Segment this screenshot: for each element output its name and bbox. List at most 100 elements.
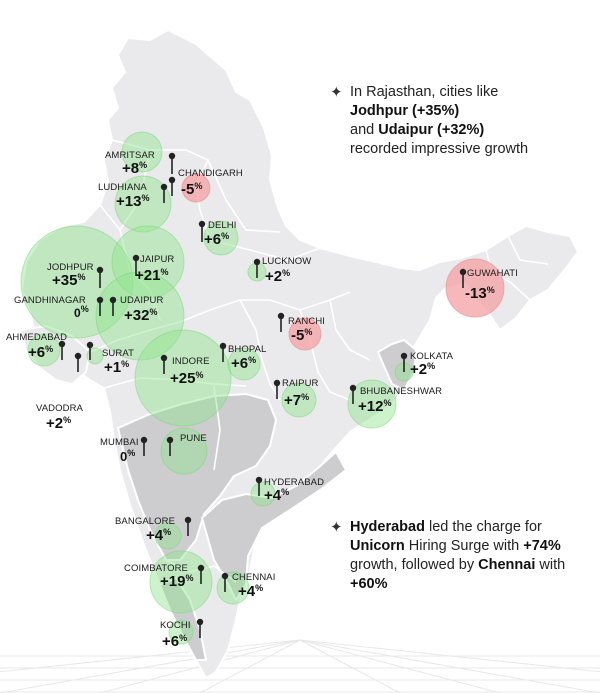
- city-value: +6%: [162, 633, 187, 650]
- state-region-gujarat: [19, 325, 91, 385]
- callout-line: and Udaipur (+32%): [350, 122, 485, 138]
- bubble-coimbatore: [149, 550, 213, 614]
- pin-gandhinagar[interactable]: [96, 296, 104, 316]
- pin-mumbai[interactable]: [140, 436, 148, 456]
- city-value: +25%: [170, 370, 203, 387]
- pin-ranchi[interactable]: [277, 312, 285, 332]
- city-label: INDORE: [172, 356, 210, 367]
- city-label: GUWAHATI: [467, 268, 518, 279]
- bubble-jodhpur: [20, 225, 134, 339]
- pin-kochi[interactable]: [196, 618, 204, 638]
- callout-text: Hiring Surge with: [404, 538, 524, 554]
- callout-text: growth, followed by: [350, 557, 479, 573]
- bubble-bhopal: [227, 347, 261, 381]
- city-value: +8%: [122, 160, 147, 177]
- pin-bhopal[interactable]: [219, 342, 227, 362]
- city-value: +1%: [104, 359, 129, 376]
- city-labels: AMRITSAR +8% CHANDIGARH -5% LUDHIANA +13…: [6, 150, 518, 650]
- pin-ahmedabad[interactable]: [58, 340, 66, 360]
- city-value: -13%: [465, 285, 495, 302]
- bubble-bangalore: [154, 522, 182, 550]
- callout-bold: Chennai: [478, 557, 536, 573]
- city-label: BHOPAL: [228, 344, 266, 355]
- bubble-delhi: [203, 220, 239, 256]
- pin-chennai[interactable]: [221, 572, 229, 592]
- city-value: 0%: [74, 304, 89, 320]
- city-label: JAIPUR: [140, 254, 174, 265]
- pin-jaipur[interactable]: [132, 254, 140, 276]
- bubble-surat: [86, 347, 104, 365]
- pin-surat[interactable]: [86, 341, 94, 360]
- city-value: -5%: [181, 181, 202, 198]
- city-value: +6%: [231, 355, 256, 372]
- pin-vadodra[interactable]: [74, 352, 82, 372]
- callout-bold: Unicorn: [350, 538, 405, 554]
- city-value: +4%: [264, 487, 289, 504]
- callout-line: In Rajasthan, cities like: [350, 84, 499, 100]
- pin-lucknow[interactable]: [253, 258, 261, 278]
- city-value: +21%: [135, 267, 168, 284]
- pin-pune[interactable]: [166, 436, 174, 456]
- pin-raipur[interactable]: [273, 379, 281, 399]
- callout-line: recorded impressive growth: [350, 141, 529, 157]
- city-label: LUDHIANA: [98, 182, 147, 193]
- bubble-hyderabad: [250, 481, 276, 507]
- city-label: UDAIPUR: [120, 295, 163, 306]
- pin-bangalore[interactable]: [184, 516, 192, 536]
- bubble-ludhiana: [114, 175, 172, 233]
- city-value: +19%: [160, 573, 193, 590]
- callout-bold: +60%: [350, 576, 388, 592]
- city-value: +2%: [265, 268, 290, 285]
- callout-hyderabad: ✦ Hyderabad led the charge for Unicorn H…: [330, 518, 600, 594]
- background-grid: [0, 639, 600, 693]
- pin-jodhpur[interactable]: [96, 266, 104, 288]
- sparkle-icon: ✦: [330, 84, 343, 101]
- pin-indore[interactable]: [160, 354, 168, 374]
- city-label: HYDERABAD: [264, 477, 324, 488]
- city-label: CHANDIGARH: [178, 168, 243, 179]
- state-region-kerala: [159, 577, 207, 661]
- city-label: AMRITSAR: [105, 150, 155, 161]
- city-value: +13%: [116, 193, 149, 210]
- city-value: +6%: [204, 231, 229, 248]
- city-value: +6%: [28, 344, 53, 361]
- callout-text: led the charge for: [424, 519, 542, 535]
- callout-line: Jodhpur (+35%): [350, 103, 460, 119]
- city-value: +7%: [284, 392, 309, 409]
- city-label: GANDHINAGAR: [14, 295, 86, 306]
- city-label: JODHPUR: [47, 262, 94, 273]
- city-label: KOCHI: [160, 620, 191, 631]
- city-label: BANGALORE: [115, 516, 175, 527]
- pin-chandigarh[interactable]: [168, 176, 176, 196]
- pin-delhi[interactable]: [198, 220, 206, 242]
- state-region-andhra: [201, 451, 347, 601]
- city-value: -5%: [291, 327, 312, 344]
- bubble-udaipur: [95, 271, 185, 361]
- pin-udaipur[interactable]: [109, 296, 117, 316]
- city-value: +2%: [46, 415, 71, 432]
- city-value: +4%: [238, 583, 263, 600]
- bubble-ahmedabad: [27, 333, 61, 367]
- city-label: CHENNAI: [232, 572, 275, 583]
- state-region-south-central: [117, 393, 277, 561]
- city-label: MUMBAI: [100, 437, 139, 448]
- state-region-bengal: [377, 339, 417, 391]
- city-label: KOLKATA: [410, 351, 454, 362]
- pin-ludhiana[interactable]: [160, 183, 168, 203]
- callout-bold: Hyderabad: [350, 519, 425, 535]
- city-value: +4%: [146, 527, 171, 544]
- bubble-ranchi: [288, 317, 322, 351]
- pin-hyderabad[interactable]: [255, 476, 263, 496]
- bubble-indore: [134, 329, 232, 427]
- pin-guwahati[interactable]: [459, 268, 467, 288]
- pin-amritsar[interactable]: [168, 152, 176, 174]
- callout-rajasthan: ✦ In Rajasthan, cities like Jodhpur (+35…: [330, 83, 600, 159]
- pin-kolkata[interactable]: [400, 352, 408, 372]
- city-label: VADODRA: [36, 403, 84, 414]
- growth-bubbles: [20, 131, 505, 645]
- city-value: +32%: [124, 307, 157, 324]
- bubble-raipur: [281, 382, 317, 418]
- pin-bhubaneshwar[interactable]: [349, 384, 357, 404]
- pin-coimbatore[interactable]: [197, 564, 205, 584]
